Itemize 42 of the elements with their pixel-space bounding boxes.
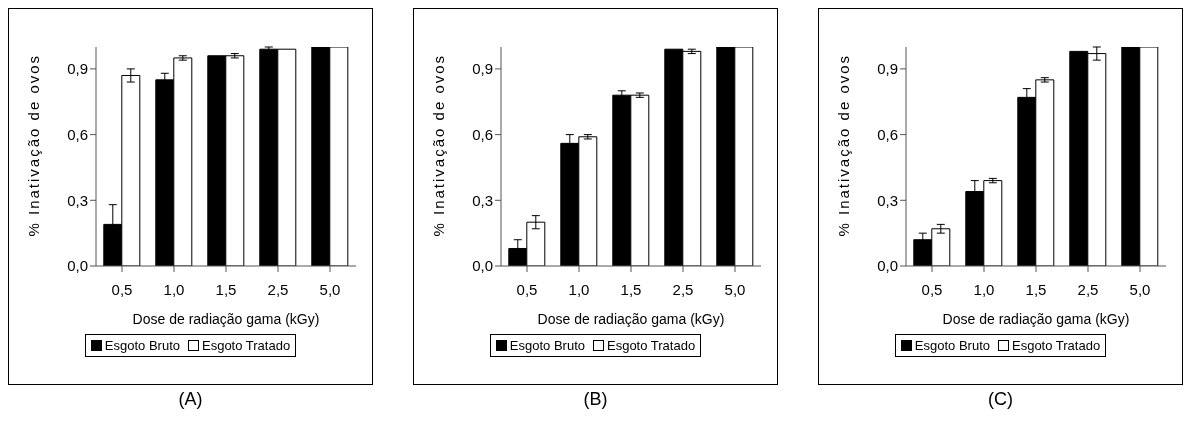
x-tick-label: 0,5 [516, 280, 537, 298]
x-tick-label: 5,0 [319, 280, 340, 298]
y-tick-label: 0,9 [876, 59, 898, 77]
x-tick-label: 1,0 [163, 280, 184, 298]
y-tick-label: 0,0 [876, 256, 898, 274]
y-tick-label: 0,3 [471, 191, 493, 209]
x-tick-label: 1,5 [620, 280, 641, 298]
x-tick-label: 0,5 [111, 280, 132, 298]
legend-label: Esgoto Tratado [1011, 337, 1101, 353]
y-tick-label: 0,9 [66, 59, 88, 77]
x-tick-label: 2,5 [1077, 280, 1098, 298]
legend-label: Esgoto Tratado [201, 337, 291, 353]
y-tick-label: 0,0 [471, 256, 493, 274]
text: (B) [583, 389, 608, 410]
x-tick-label: 2,5 [672, 280, 693, 298]
x-tick-label: 1,0 [568, 280, 589, 298]
x-axis-title: Dose de radiação gama (kGy) [942, 310, 1129, 327]
legend-label: Esgoto Bruto [508, 337, 585, 353]
y-tick-label: 0,3 [876, 191, 898, 209]
x-tick-label: 5,0 [724, 280, 745, 298]
x-axis-title: Dose de radiação gama (kGy) [132, 310, 319, 327]
x-tick-label: 5,0 [1129, 280, 1150, 298]
y-axis-title: % Inativação de ovos [834, 53, 852, 236]
y-axis-title: % Inativação de ovos [24, 53, 42, 236]
text: (C) [988, 389, 1013, 410]
y-tick-label: 0,0 [66, 256, 88, 274]
x-tick-label: 1,0 [973, 280, 994, 298]
legend-label: Esgoto Bruto [103, 337, 180, 353]
y-axis-title: % Inativação de ovos [429, 53, 447, 236]
y-tick-label: 0,9 [471, 59, 493, 77]
x-tick-label: 1,5 [1025, 280, 1046, 298]
y-tick-label: 0,6 [471, 125, 493, 143]
y-tick-label: 0,6 [876, 125, 898, 143]
x-axis-title: Dose de radiação gama (kGy) [537, 310, 724, 327]
x-tick-label: 0,5 [921, 280, 942, 298]
y-tick-label: 0,3 [66, 191, 88, 209]
x-tick-label: 2,5 [267, 280, 288, 298]
legend-label: Esgoto Bruto [913, 337, 990, 353]
y-tick-label: 0,6 [66, 125, 88, 143]
legend-label: Esgoto Tratado [606, 337, 696, 353]
text: (A) [178, 389, 203, 410]
x-tick-label: 1,5 [215, 280, 236, 298]
